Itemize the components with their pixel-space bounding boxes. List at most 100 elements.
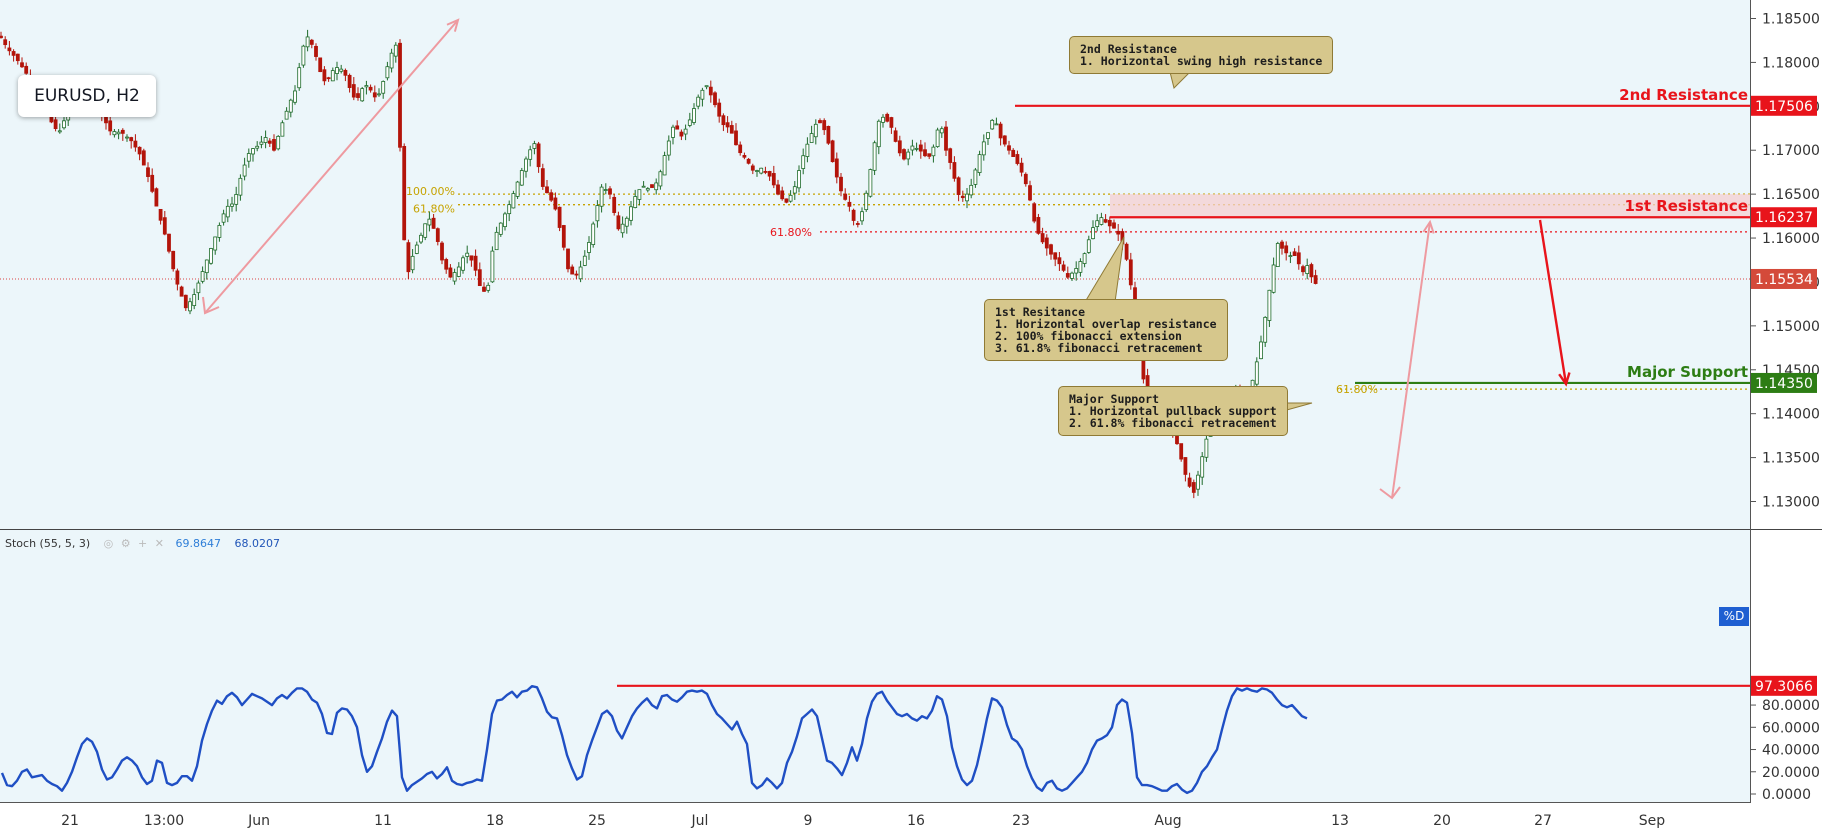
candle-body <box>734 130 738 146</box>
candle-body <box>608 188 612 195</box>
candle-body <box>818 120 822 124</box>
candle-body <box>620 223 625 234</box>
candle-body <box>276 135 281 150</box>
candle-body <box>108 120 113 132</box>
candle-body <box>377 93 381 96</box>
candle-body <box>977 154 982 173</box>
candle-body <box>679 131 684 137</box>
candle-body <box>641 185 646 188</box>
candle-body <box>225 205 230 218</box>
candle-body <box>230 203 234 207</box>
candle-body <box>1086 239 1091 253</box>
candle-body <box>923 149 927 157</box>
candle-body <box>939 128 944 134</box>
candle-body <box>1292 251 1297 257</box>
candle-body <box>188 301 192 312</box>
candle-body <box>1254 361 1259 385</box>
candle-body <box>843 193 848 200</box>
candle-body <box>616 215 621 230</box>
candle-body <box>834 158 839 178</box>
fib-label: 61.80% <box>770 226 812 239</box>
candle-body <box>1002 135 1007 145</box>
stoch-d-line <box>0 685 1308 795</box>
candle-body <box>511 193 516 209</box>
candle-body <box>267 140 272 144</box>
candle-body <box>242 164 247 177</box>
candle-body <box>217 225 222 238</box>
candle-body <box>532 143 537 149</box>
candle-body <box>566 248 570 270</box>
level-value-1st-bg <box>1751 207 1817 228</box>
candle-body <box>738 144 743 154</box>
candle-body <box>587 242 591 253</box>
down-arrow-forecast <box>1538 219 1568 385</box>
candle-body <box>372 92 377 98</box>
candle-body <box>813 123 818 138</box>
legend-buttons-icon[interactable]: ◎ ⚙ + ✕ <box>103 537 166 550</box>
candle-body <box>477 269 482 287</box>
candle-body <box>633 196 638 208</box>
candle-body <box>1078 261 1083 273</box>
callout-first-resistance[interactable]: 1st Resitance 1. Horizontal overlap resi… <box>984 299 1228 361</box>
time-tick-label: Aug <box>1154 813 1181 829</box>
candle-body <box>654 182 659 191</box>
candle-body <box>120 129 125 134</box>
candle-body <box>700 89 705 100</box>
candle-body <box>427 218 432 226</box>
candle-body <box>515 181 520 197</box>
candle-body <box>687 119 692 126</box>
level-value-1st: 1.16237 <box>1755 210 1813 226</box>
candle-body <box>419 234 423 243</box>
candle-body <box>141 150 146 166</box>
fib-label: 61.80% <box>413 203 455 216</box>
candle-body <box>335 67 339 74</box>
candle-body <box>1040 233 1045 243</box>
candle-body <box>1074 268 1079 274</box>
candle-body <box>574 273 579 276</box>
stoch-legend[interactable]: Stoch (55, 5, 3) ◎ ⚙ + ✕ 69.8647 68.0207 <box>5 537 280 550</box>
candle-body <box>746 158 751 164</box>
candle-body <box>3 39 8 46</box>
candle-body <box>1183 457 1188 475</box>
stoch-name: Stoch (55, 5, 3) <box>5 537 91 550</box>
time-tick-label: 23 <box>1012 813 1030 829</box>
callout-second-resistance[interactable]: 2nd Resistance 1. Horizontal swing high … <box>1069 36 1334 74</box>
price-tick-label: 1.13500 <box>1762 451 1820 467</box>
candle-body <box>1309 264 1314 278</box>
candle-body <box>351 84 356 98</box>
level-value-support-bg <box>1751 372 1817 393</box>
candle-body <box>561 225 566 248</box>
callout-major-support[interactable]: Major Support 1. Horizontal pullback sup… <box>1058 386 1288 436</box>
symbol-label[interactable]: EURUSD, H2 <box>18 75 156 117</box>
stoch-pane-bg <box>0 530 1750 803</box>
candle-body <box>713 92 717 106</box>
candle-body <box>1107 219 1112 227</box>
candle-body <box>125 136 129 139</box>
stoch-tick-label: 40.0000 <box>1762 743 1820 759</box>
candle-body <box>612 196 617 213</box>
axis-ticks: 1.185001.180001.175001.170001.165001.160… <box>61 12 1820 830</box>
candle-body <box>969 184 974 196</box>
candle-body <box>708 86 713 96</box>
candle-body <box>1128 259 1133 286</box>
candle-body <box>364 85 369 88</box>
candle-body <box>318 57 323 73</box>
candle-body <box>53 119 58 129</box>
candle-body <box>704 85 709 88</box>
candle-body <box>847 201 852 207</box>
candle-body <box>251 148 255 155</box>
candle-body <box>213 236 218 251</box>
time-tick-label: 25 <box>588 813 606 829</box>
candle-body <box>952 162 957 179</box>
candle-body <box>297 67 302 89</box>
up-arrow-aug <box>1391 221 1431 499</box>
price-tick-label: 1.16500 <box>1762 187 1820 203</box>
candle-body <box>792 186 797 194</box>
time-tick-label: Jul <box>691 813 709 829</box>
candle-body <box>645 188 650 191</box>
fib-label: 100.00% <box>406 185 455 198</box>
candle-body <box>809 133 814 143</box>
candle-body <box>158 208 163 221</box>
